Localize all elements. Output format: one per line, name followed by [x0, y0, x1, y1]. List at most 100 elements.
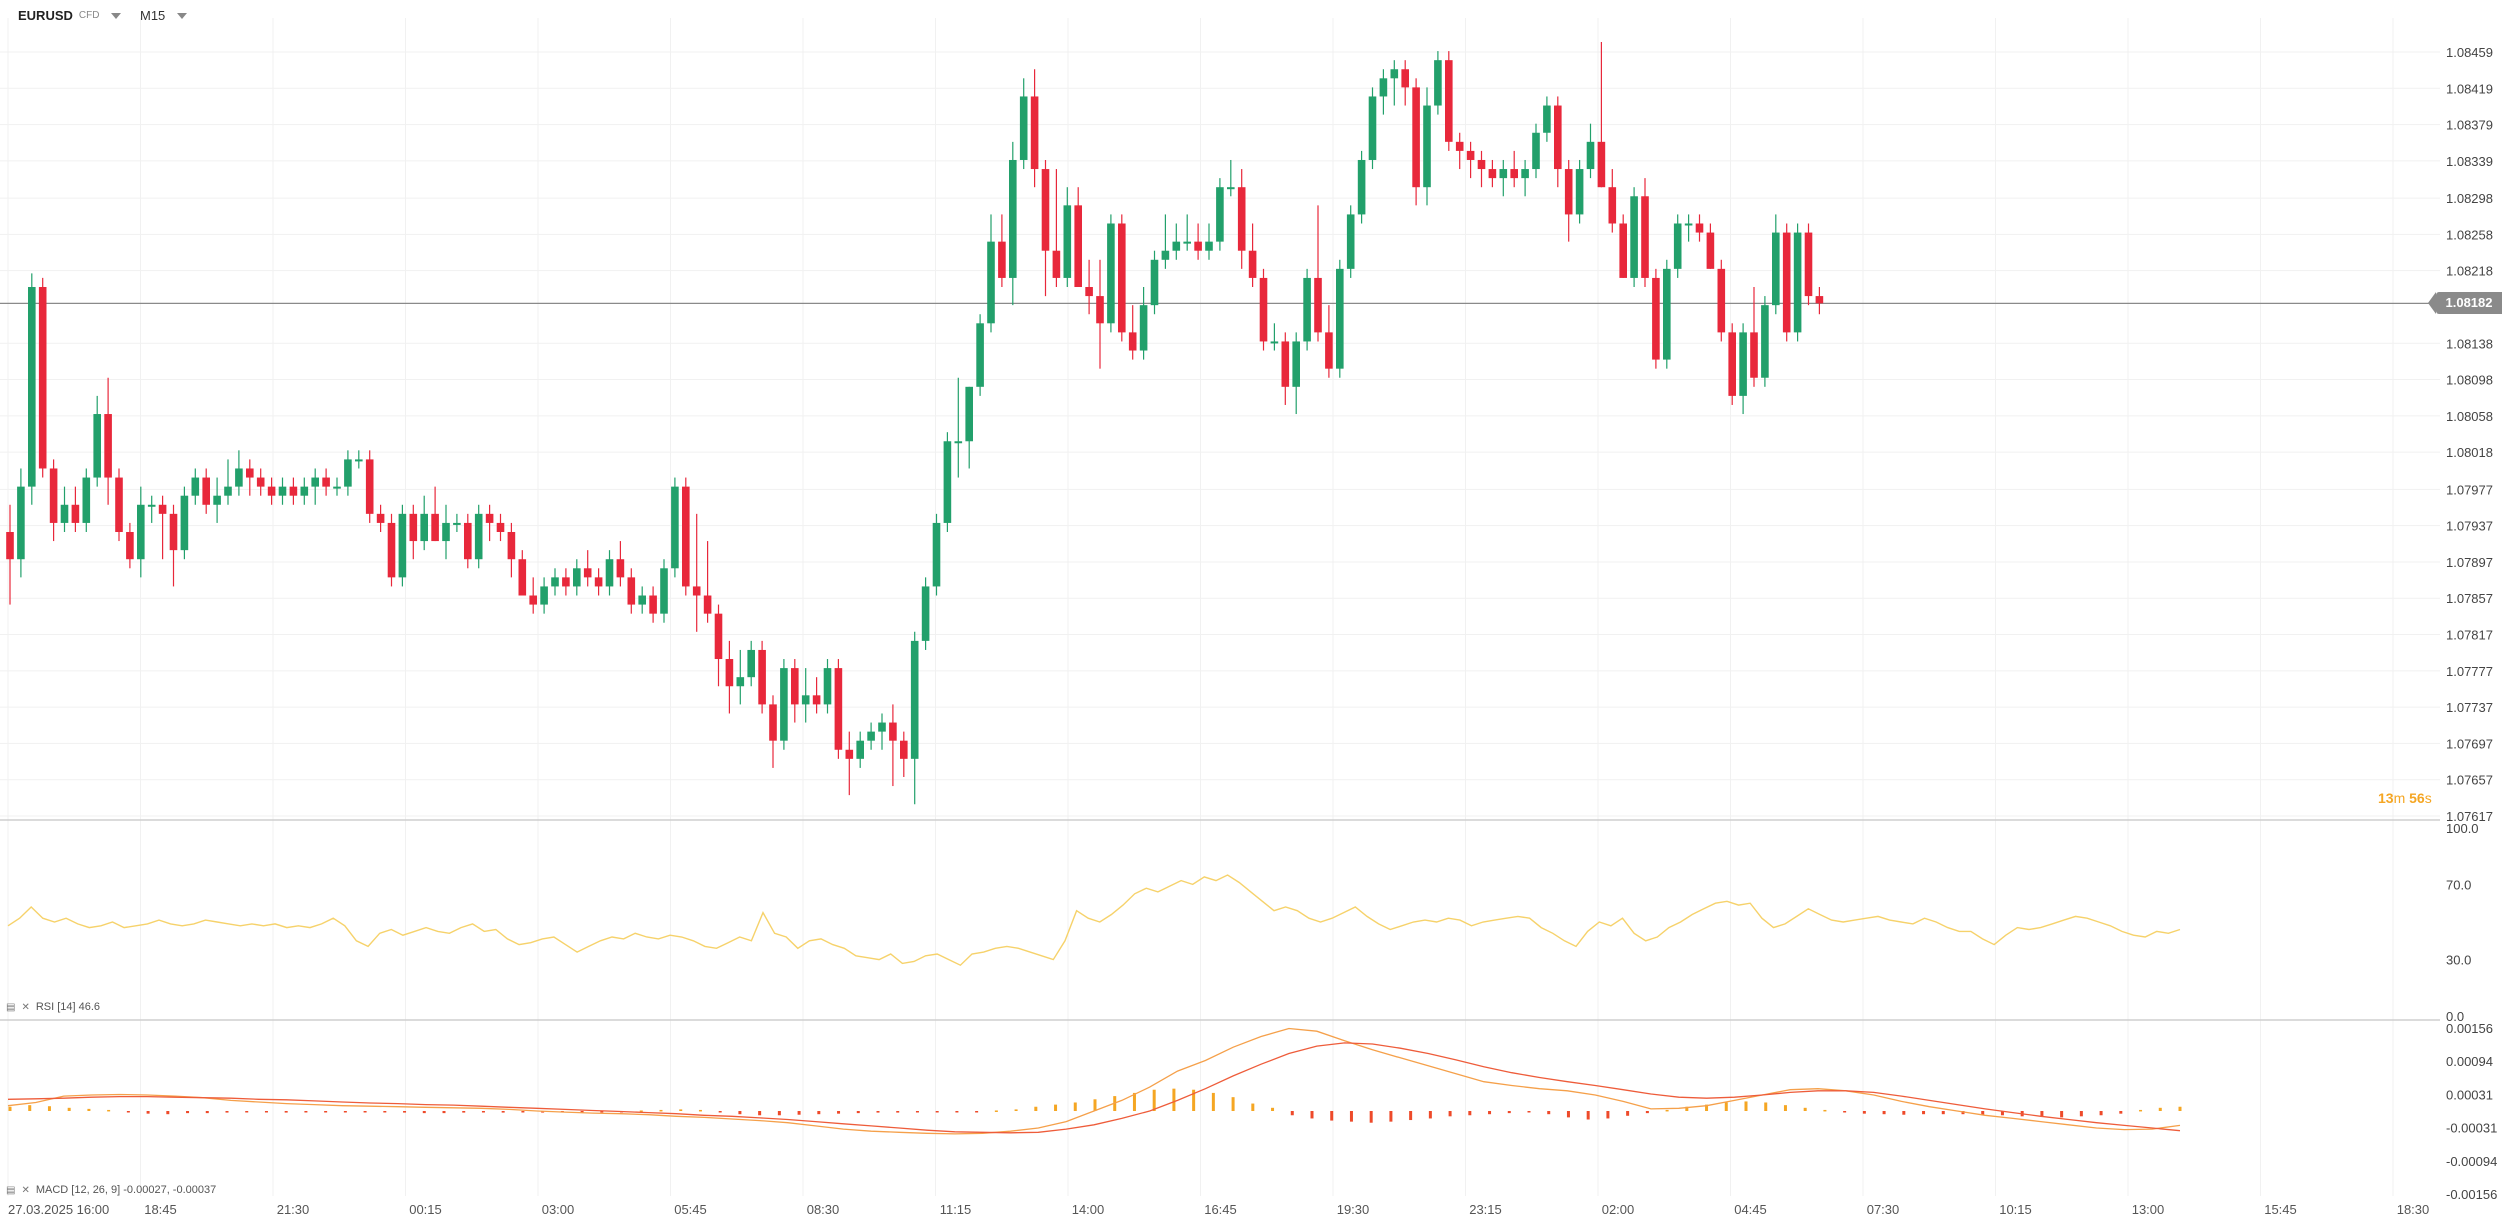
candle-body	[1030, 96, 1039, 170]
time-label: 27.03.2025 16:00	[8, 1202, 109, 1217]
candle-body	[1750, 332, 1758, 378]
candle-body	[943, 441, 952, 523]
timeframe-selector[interactable]: M15	[140, 8, 188, 23]
macd-histogram-bar	[383, 1111, 387, 1113]
candle	[878, 713, 886, 750]
macd-histogram-bar	[994, 1110, 998, 1112]
candle-body	[1346, 214, 1355, 269]
rsi-legend[interactable]: ▤ ✕ RSI [14] 46.6	[6, 1001, 100, 1013]
candle	[976, 314, 984, 396]
candle-body	[682, 486, 690, 587]
macd-histogram-bar	[501, 1111, 505, 1113]
candle	[692, 513, 701, 632]
candle-body	[1717, 268, 1726, 333]
settings-icon[interactable]: ▤	[6, 1001, 16, 1013]
candle-body	[1336, 268, 1344, 369]
candle	[1248, 223, 1257, 288]
symbol-selector[interactable]: EURUSD CFD	[18, 8, 122, 23]
time-label: 21:30	[277, 1202, 310, 1217]
macd-histogram-bar	[1428, 1111, 1432, 1119]
macd-histogram-bar	[817, 1111, 821, 1115]
candles	[6, 42, 1824, 805]
macd-histogram-bar	[2099, 1111, 2103, 1116]
macd-label: -0.00156	[2446, 1187, 2497, 1202]
candle-body	[1019, 96, 1028, 160]
macd-histogram-bar	[403, 1111, 407, 1113]
candle-body	[344, 459, 352, 487]
macd-legend[interactable]: ▤ ✕ MACD [12, 26, 9] -0.00027, -0.00037	[6, 1184, 216, 1196]
candle-body	[431, 513, 439, 542]
time-label: 18:45	[144, 1202, 177, 1217]
candle-body	[1532, 132, 1540, 170]
chevron-down-icon	[111, 12, 122, 19]
time-label: 03:00	[542, 1202, 575, 1217]
macd-histogram-bar	[1783, 1105, 1787, 1111]
candle-body	[453, 522, 461, 525]
macd-histogram-bar	[659, 1109, 663, 1112]
settings-icon[interactable]: ▤	[6, 1184, 16, 1196]
candle-body	[1401, 69, 1409, 88]
candle-body	[1575, 169, 1584, 215]
candle	[1107, 214, 1115, 333]
candle-body	[1259, 277, 1268, 342]
candle	[736, 649, 745, 705]
close-icon[interactable]: ✕	[21, 1001, 30, 1013]
time-label: 02:00	[1602, 1202, 1635, 1217]
macd-histogram-bar	[1448, 1111, 1452, 1117]
candle	[322, 468, 330, 496]
price-label: 1.07857	[2446, 591, 2493, 606]
macd-histogram-bar	[1981, 1111, 1985, 1115]
candle-body	[365, 459, 374, 514]
candle-body	[1684, 223, 1693, 226]
candle	[28, 273, 36, 505]
macd-histogram-bar	[955, 1111, 959, 1113]
macd-label: -0.00094	[2446, 1154, 2497, 1169]
macd-histogram-bar	[1744, 1101, 1748, 1111]
macd-histogram-bar	[1507, 1111, 1511, 1114]
candle	[1052, 169, 1061, 288]
candle-body	[71, 504, 80, 523]
candle-body	[496, 522, 505, 532]
candle	[1161, 214, 1170, 269]
candle	[1096, 259, 1104, 369]
close-icon[interactable]: ✕	[21, 1184, 30, 1196]
candle	[1717, 259, 1726, 342]
candle-body	[115, 477, 123, 532]
candle	[224, 459, 232, 505]
candle	[1085, 259, 1093, 315]
candle-body	[49, 468, 58, 523]
candle-body	[158, 504, 167, 514]
macd-histogram-bar	[1823, 1109, 1827, 1112]
macd-histogram-bar	[1922, 1111, 1926, 1115]
candle-body	[300, 486, 309, 496]
candle-body	[1237, 187, 1246, 251]
price-label: 1.07697	[2446, 736, 2493, 751]
time-label: 15:45	[2264, 1202, 2297, 1217]
candle-body	[1139, 305, 1148, 351]
candle	[834, 659, 843, 759]
candle-body	[1063, 205, 1072, 278]
rsi-line	[7, 874, 2181, 967]
candle-body	[1488, 169, 1497, 179]
macd-histogram-bar	[1132, 1092, 1136, 1111]
candle	[93, 395, 101, 487]
macd-histogram-bar	[1803, 1107, 1807, 1111]
candle-body	[355, 459, 363, 462]
price-label: 1.07977	[2446, 482, 2493, 497]
candle-body	[1663, 268, 1671, 360]
candle	[333, 477, 341, 496]
candle	[616, 541, 625, 587]
candle	[115, 468, 123, 542]
candle	[1150, 250, 1159, 315]
price-label: 1.08298	[2446, 191, 2493, 206]
candle	[1128, 305, 1137, 360]
candle-body	[780, 668, 788, 741]
candle-body	[1597, 141, 1606, 188]
macd-histogram-bar	[47, 1106, 51, 1111]
candle	[1270, 323, 1279, 351]
candle-body	[518, 559, 527, 596]
candle	[1804, 223, 1813, 306]
candle	[38, 277, 47, 478]
candle-body	[387, 522, 396, 578]
